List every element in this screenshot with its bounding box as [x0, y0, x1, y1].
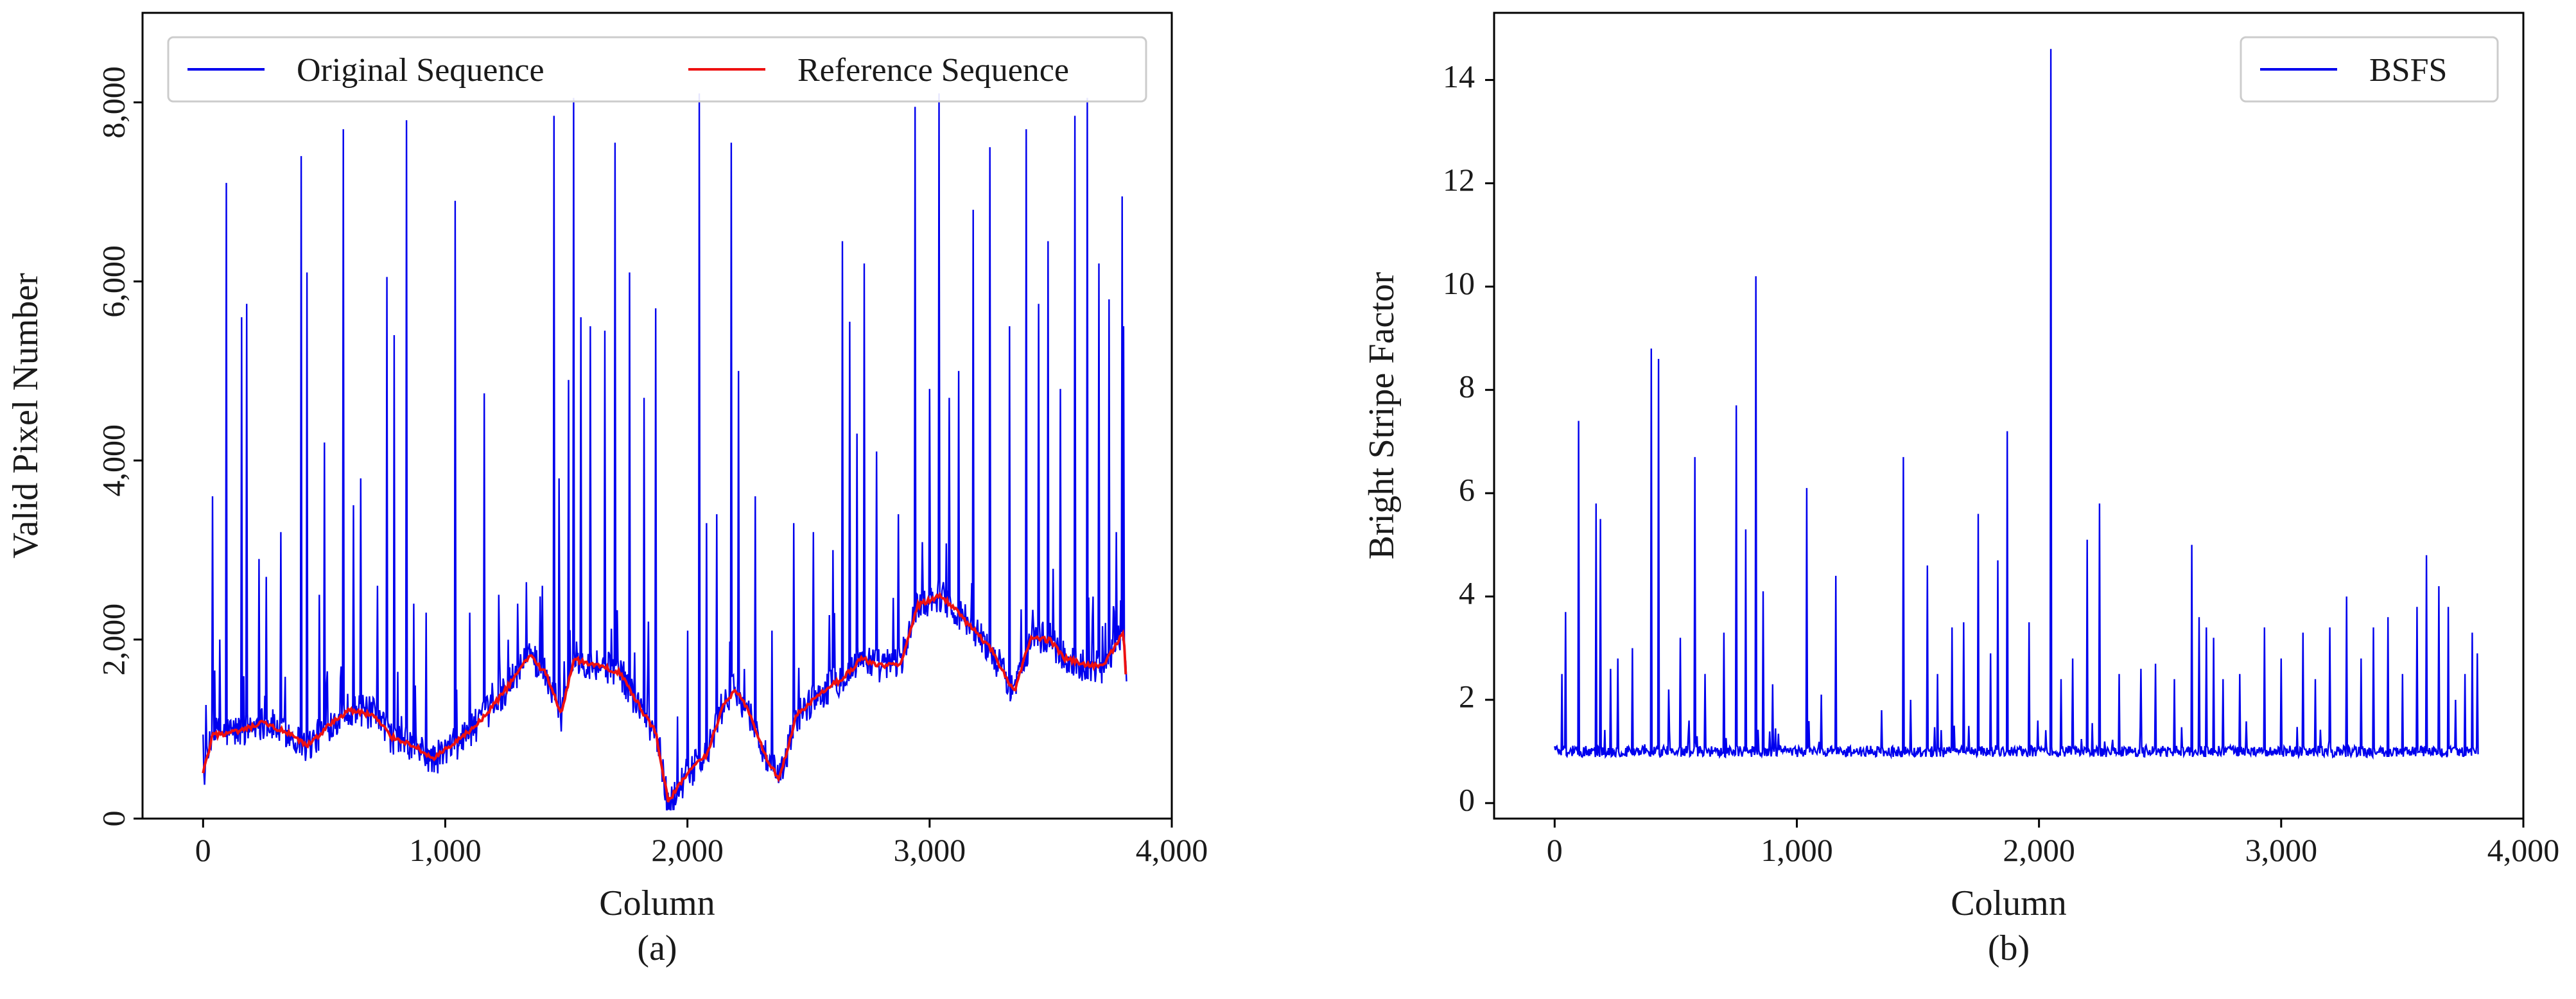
series-line-bsfs	[1554, 49, 2479, 760]
legend-label-original-sequence: Original Sequence	[297, 52, 544, 89]
x-tick-label: 0	[1547, 832, 1563, 868]
legend-label-reference-sequence: Reference Sequence	[797, 52, 1069, 89]
y-tick-label: 6	[1459, 472, 1475, 508]
y-tick-label: 12	[1443, 162, 1475, 198]
x-tick-label: 2,000	[2003, 832, 2075, 868]
x-tick-label: 1,000	[1761, 832, 1833, 868]
panel-b: 0 1,000 2,000 3,000 4,000 0 2 4 6 8 10 12 14 BSFS Co…	[1362, 12, 2559, 968]
x-tick-label: 1,000	[409, 832, 482, 868]
series-line-reference-sequence	[202, 591, 1127, 803]
x-tick-label: 3,000	[2245, 832, 2318, 868]
y-tick-label: 2	[1459, 678, 1475, 714]
panel-b-legend: BSFS	[2240, 36, 2499, 103]
x-tick-label: 4,000	[1136, 832, 1208, 868]
legend-label-bsfs: BSFS	[2369, 52, 2447, 89]
panel-b-legend-box	[2240, 36, 2499, 103]
y-tick-label: 4	[1459, 575, 1475, 611]
y-tick-label: 8	[1459, 369, 1475, 404]
panel-b-y-axis-title: Bright Stripe Factor	[1362, 272, 1402, 559]
y-tick-label: 6,000	[95, 245, 131, 318]
x-tick-label: 3,000	[894, 832, 966, 868]
panel-a: 0 1,000 2,000 3,000 4,000 0 2,000 4,000 6,000 8,0…	[6, 12, 1208, 968]
series-line-original-sequence	[202, 93, 1127, 811]
panel-a-plot-frame	[141, 12, 1173, 820]
x-tick-label: 4,000	[2487, 832, 2560, 868]
y-tick-label: 4,000	[95, 424, 131, 497]
x-tick-label: 2,000	[651, 832, 724, 868]
panel-a-lines	[202, 93, 1127, 811]
panel-b-plot-frame	[1493, 12, 2525, 820]
panel-b-x-axis-title: Column	[1951, 883, 2066, 923]
panel-a-legend-box	[167, 36, 1147, 103]
panel-a-caption: (a)	[637, 928, 677, 968]
y-tick-label: 0	[95, 811, 131, 827]
y-tick-label: 0	[1459, 781, 1475, 817]
y-tick-label: 8,000	[95, 66, 131, 139]
panel-b-axes: 0 1,000 2,000 3,000 4,000 0 2 4 6 8 10 12 14	[1443, 58, 2559, 868]
panel-a-y-axis-title: Valid Pixel Number	[6, 273, 46, 559]
panel-b-caption: (b)	[1988, 928, 2030, 968]
y-tick-label: 10	[1443, 265, 1475, 301]
panel-a-x-axis-title: Column	[599, 883, 715, 923]
panel-a-axes: 0 1,000 2,000 3,000 4,000 0 2,000 4,000 6,000 8,0…	[95, 66, 1208, 868]
panel-b-lines	[1554, 49, 2479, 760]
y-tick-label: 2,000	[95, 604, 131, 676]
y-tick-label: 14	[1443, 58, 1475, 94]
x-tick-label: 0	[195, 832, 211, 868]
panel-a-legend: Original Sequence Reference Sequence	[167, 36, 1147, 103]
